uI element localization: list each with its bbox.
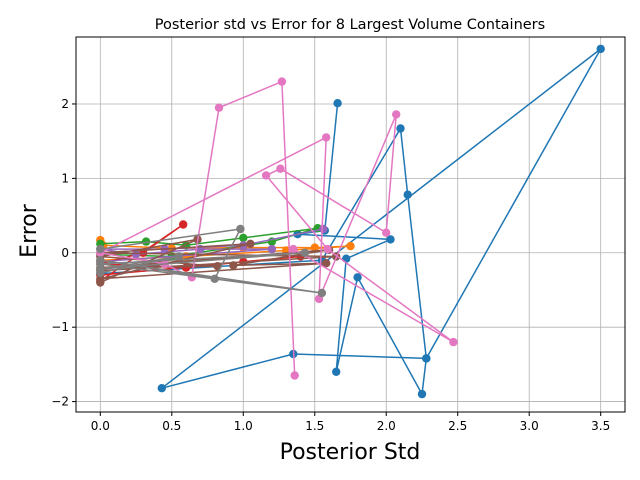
x-tick-label: 3.0 <box>520 419 539 433</box>
x-tick-label: 1.5 <box>305 419 324 433</box>
data-point <box>267 244 277 254</box>
data-point <box>382 228 391 237</box>
data-point <box>276 164 285 173</box>
data-point <box>396 124 405 133</box>
data-point <box>317 288 327 298</box>
data-point <box>386 235 395 244</box>
data-point <box>392 110 401 119</box>
data-point <box>417 389 427 399</box>
data-point <box>246 239 255 248</box>
y-tick-label: 1 <box>61 171 69 185</box>
ticks: 0.0 0.5 1.0 1.5 2.0 2.5 3.0 3.5 −2 −1 0 1 2 <box>51 97 610 433</box>
data-point <box>319 224 328 234</box>
x-tick-label: 3.5 <box>591 419 610 433</box>
y-tick-label: −1 <box>51 320 69 334</box>
y-tick-label: 0 <box>61 246 69 260</box>
y-tick-label: −2 <box>51 395 69 409</box>
data-point <box>96 268 105 278</box>
data-point <box>323 244 332 254</box>
data-point <box>96 244 105 254</box>
x-tick-label: 1.0 <box>234 419 253 433</box>
data-point <box>322 133 331 142</box>
data-point <box>131 250 141 259</box>
data-point <box>342 254 351 263</box>
data-point <box>277 77 287 86</box>
y-tick-label: 2 <box>61 97 69 111</box>
data-point <box>449 337 458 347</box>
series-7 <box>96 77 458 380</box>
chart-title: Posterior std vs Error for 8 Largest Vol… <box>155 17 545 33</box>
y-axis-label: Error <box>17 203 42 258</box>
data-point <box>322 259 331 268</box>
data-point <box>239 233 248 243</box>
data-point <box>96 274 105 283</box>
data-point <box>333 99 342 108</box>
data-point <box>353 273 362 282</box>
data-point <box>310 243 319 252</box>
data-point <box>174 252 184 261</box>
data-point <box>346 241 355 251</box>
data-point <box>214 103 224 112</box>
series-8 <box>96 224 327 298</box>
x-tick-label: 0.5 <box>162 419 181 433</box>
data-point <box>332 367 341 376</box>
data-point <box>403 190 412 199</box>
data-point <box>179 220 188 229</box>
data-point <box>157 384 166 393</box>
data-point <box>596 44 605 54</box>
data-point <box>290 371 299 380</box>
data-point <box>210 274 219 283</box>
x-tick-label: 2.5 <box>448 419 467 433</box>
plot-frame <box>75 36 626 413</box>
data-point <box>229 261 238 270</box>
data-point <box>289 244 298 254</box>
data-point <box>300 248 309 257</box>
grid <box>76 37 625 412</box>
data-point <box>236 224 245 234</box>
data-point <box>261 171 271 180</box>
data-point <box>422 354 431 363</box>
series-layer <box>96 44 605 399</box>
x-tick-label: 0.0 <box>91 419 110 433</box>
x-axis-label: Posterior Std <box>280 440 421 465</box>
data-point <box>141 237 151 246</box>
x-tick-label: 2.0 <box>377 419 396 433</box>
